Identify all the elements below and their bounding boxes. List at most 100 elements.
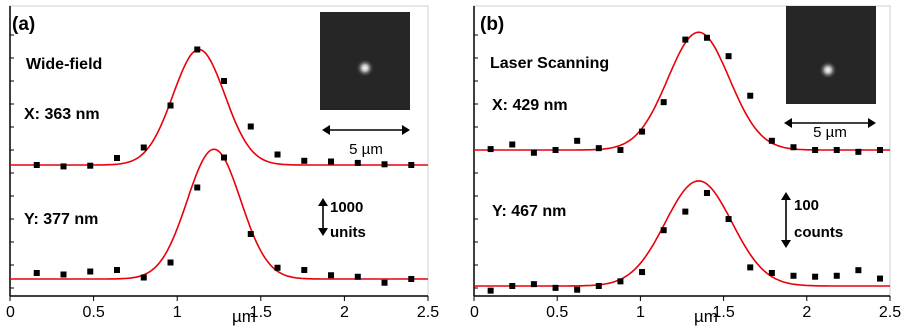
data-point xyxy=(747,92,754,99)
inset-spot xyxy=(819,61,837,79)
data-point xyxy=(194,184,201,191)
data-point xyxy=(167,102,174,109)
intensity-scale-value: 100 xyxy=(794,197,819,214)
data-point xyxy=(855,267,862,274)
data-point xyxy=(574,286,581,293)
data-point xyxy=(247,231,254,237)
data-point xyxy=(247,123,254,130)
data-point xyxy=(87,268,94,275)
data-point xyxy=(790,272,797,279)
inset-scale-label: 5 µm xyxy=(813,124,847,141)
data-point xyxy=(381,279,388,286)
data-point xyxy=(552,147,559,153)
x-axis-label: µm xyxy=(232,307,256,326)
x-tick-label: 1 xyxy=(173,304,182,321)
x-tick-label: 2 xyxy=(340,304,349,321)
x-axis-label: µm xyxy=(694,307,718,326)
fit-curve xyxy=(474,31,890,151)
x-tick-label: 2 xyxy=(802,304,811,321)
x-tick-label: 0 xyxy=(6,304,15,321)
data-point xyxy=(833,272,840,279)
data-point xyxy=(194,46,201,53)
data-point xyxy=(768,269,775,276)
data-point xyxy=(354,273,361,280)
panel-a: 0 0.5 1 1.5 2 2.5 µm X: 363 nm Y: 377 nm (a) Wide-… xyxy=(6,5,439,326)
data-point xyxy=(33,270,40,276)
data-point xyxy=(617,278,624,285)
data-point xyxy=(509,283,516,289)
data-point xyxy=(855,148,862,155)
series-label: Y: 377 nm xyxy=(24,211,98,228)
data-point xyxy=(682,208,689,215)
series-label: X: 429 nm xyxy=(492,97,568,114)
data-point xyxy=(552,284,559,291)
data-point xyxy=(877,147,884,153)
data-point xyxy=(812,147,819,153)
intensity-scale-unit: counts xyxy=(794,224,843,241)
fit-curve xyxy=(474,180,890,287)
data-point xyxy=(530,281,537,288)
intensity-scale-value: 1000 xyxy=(330,199,363,216)
data-point xyxy=(833,147,840,153)
data-point xyxy=(487,287,494,294)
data-point xyxy=(221,78,228,84)
x-tick-label: 1.5 xyxy=(712,304,734,321)
data-point xyxy=(509,141,516,148)
x-tick-label: 1 xyxy=(636,304,645,321)
data-point xyxy=(487,146,494,153)
data-point xyxy=(747,264,754,271)
intensity-scale-arrowheads xyxy=(318,198,328,236)
x-tick-label: 0 xyxy=(470,304,479,321)
data-point xyxy=(812,273,819,280)
series-label: X: 363 nm xyxy=(24,106,100,123)
data-point xyxy=(301,157,308,164)
data-point xyxy=(381,161,388,168)
data-point xyxy=(639,269,646,276)
method-label: Wide-field xyxy=(26,56,102,73)
data-point xyxy=(725,53,732,60)
data-point xyxy=(274,264,281,271)
data-point xyxy=(114,267,121,273)
data-point xyxy=(354,159,361,166)
inset-scale-label: 5 µm xyxy=(349,141,383,158)
data-point xyxy=(167,259,174,266)
data-point xyxy=(639,128,646,135)
data-point xyxy=(87,162,94,169)
data-point xyxy=(140,274,147,281)
data-point xyxy=(274,151,281,158)
method-label: Laser Scanning xyxy=(490,55,609,72)
data-point xyxy=(660,99,667,106)
panel-label: (a) xyxy=(12,14,35,35)
inset-image xyxy=(786,6,876,104)
data-point xyxy=(60,163,67,170)
data-point xyxy=(328,158,335,165)
data-point xyxy=(877,275,884,282)
data-point xyxy=(595,283,602,289)
x-tick-label: 0.5 xyxy=(82,304,104,321)
x-tick-label: 1.5 xyxy=(250,304,272,321)
data-point xyxy=(725,216,732,223)
data-point xyxy=(595,145,602,152)
data-point xyxy=(530,149,537,156)
data-point xyxy=(60,271,67,278)
data-point xyxy=(221,154,228,161)
panel-label: (b) xyxy=(480,14,504,35)
data-point xyxy=(703,190,710,196)
data-point xyxy=(660,227,667,234)
x-tick-label: 2.5 xyxy=(417,304,439,321)
data-point xyxy=(617,147,624,153)
data-point xyxy=(328,272,335,279)
data-point xyxy=(768,137,775,144)
data-point xyxy=(790,144,797,151)
data-point xyxy=(140,144,147,151)
data-point xyxy=(114,155,121,161)
panel-b: 0 0.5 1 1.5 2 2.5 µm X: 429 nm Y: 467 nm (b) Laser… xyxy=(470,5,901,326)
data-point xyxy=(33,162,40,168)
data-point xyxy=(682,36,689,43)
x-tick-label: 2.5 xyxy=(879,304,901,321)
data-point xyxy=(408,162,415,168)
x-tick-label: 0.5 xyxy=(546,304,568,321)
data-point xyxy=(703,34,710,41)
series-label: Y: 467 nm xyxy=(492,203,566,220)
